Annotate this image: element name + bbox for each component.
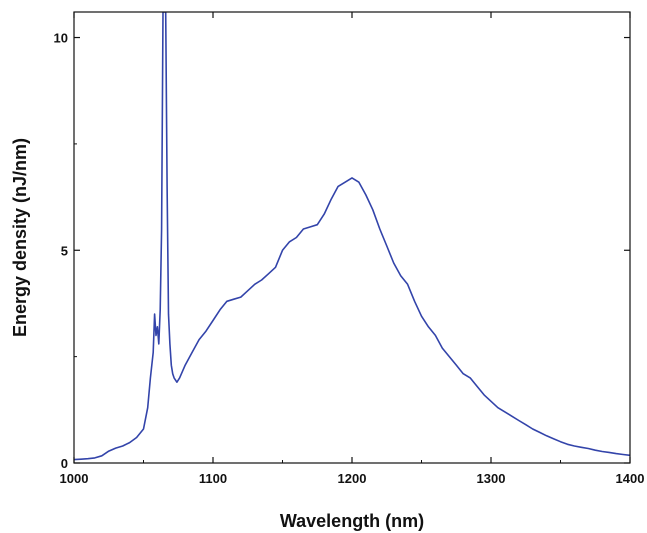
series-line-0 bbox=[74, 12, 630, 461]
x-tick-label: 1100 bbox=[199, 471, 227, 486]
plot-frame bbox=[73, 11, 631, 464]
y-tick-label: 0 bbox=[61, 456, 68, 471]
x-tick-label: 1200 bbox=[338, 471, 367, 486]
y-axis-label: Energy density (nJ/nm) bbox=[10, 138, 30, 337]
y-tick-label: 10 bbox=[54, 31, 68, 46]
plot-area: 1000 1100 1200 1300 1400 0 5 10 bbox=[54, 11, 645, 486]
x-tick-label: 1400 bbox=[616, 471, 645, 486]
x-axis-label: Wavelength (nm) bbox=[280, 511, 424, 531]
x-tick-label: 1000 bbox=[60, 471, 89, 486]
y-tick-label: 5 bbox=[61, 243, 68, 258]
x-tick-label: 1300 bbox=[477, 471, 506, 486]
